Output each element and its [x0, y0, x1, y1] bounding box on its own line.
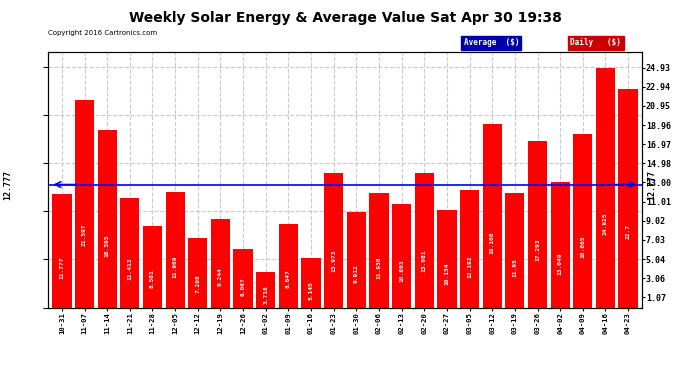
- Text: 11.969: 11.969: [172, 256, 177, 279]
- Text: 12.777: 12.777: [3, 170, 12, 200]
- Bar: [75, 100, 94, 308]
- Text: 6.067: 6.067: [241, 278, 246, 297]
- Bar: [324, 173, 344, 308]
- Text: 11.938: 11.938: [377, 256, 382, 279]
- Text: 13.981: 13.981: [422, 249, 427, 272]
- Text: 11.95: 11.95: [513, 258, 518, 277]
- Text: Daily   ($): Daily ($): [571, 38, 622, 47]
- Bar: [437, 210, 457, 308]
- Bar: [120, 198, 139, 308]
- Text: 18.395: 18.395: [105, 234, 110, 257]
- Text: 3.718: 3.718: [263, 286, 268, 304]
- Bar: [279, 224, 298, 308]
- Text: 11.413: 11.413: [128, 258, 132, 280]
- Text: 17.293: 17.293: [535, 238, 540, 261]
- Bar: [460, 190, 479, 308]
- Text: 13.049: 13.049: [558, 252, 562, 275]
- Text: 12.777: 12.777: [648, 170, 657, 200]
- Text: 5.145: 5.145: [308, 281, 313, 300]
- Bar: [551, 182, 570, 308]
- Text: Weekly Solar Energy & Average Value Sat Apr 30 19:38: Weekly Solar Energy & Average Value Sat …: [128, 11, 562, 25]
- Text: 13.973: 13.973: [331, 249, 336, 272]
- Bar: [618, 89, 638, 308]
- Bar: [369, 193, 388, 308]
- Bar: [166, 192, 185, 308]
- Bar: [596, 68, 615, 308]
- Text: 18.065: 18.065: [580, 236, 585, 258]
- Bar: [233, 249, 253, 308]
- Text: 7.208: 7.208: [195, 274, 200, 292]
- Text: Average  ($): Average ($): [464, 38, 519, 47]
- Bar: [482, 124, 502, 308]
- Bar: [415, 173, 434, 308]
- Bar: [573, 134, 593, 308]
- Bar: [143, 226, 162, 308]
- Bar: [392, 204, 411, 308]
- Bar: [302, 258, 321, 308]
- Text: 24.925: 24.925: [603, 212, 608, 235]
- Text: 11.777: 11.777: [59, 256, 64, 279]
- Bar: [346, 212, 366, 308]
- Bar: [188, 238, 208, 308]
- Text: 19.108: 19.108: [490, 232, 495, 254]
- Bar: [211, 219, 230, 308]
- Text: 12.192: 12.192: [467, 255, 472, 278]
- Text: 8.647: 8.647: [286, 269, 291, 288]
- Text: 10.803: 10.803: [399, 260, 404, 282]
- Text: 9.912: 9.912: [354, 265, 359, 284]
- Bar: [528, 141, 547, 308]
- Text: 9.244: 9.244: [218, 267, 223, 286]
- Bar: [256, 272, 275, 308]
- Text: 21.597: 21.597: [82, 224, 87, 246]
- Text: Copyright 2016 Cartronics.com: Copyright 2016 Cartronics.com: [48, 30, 157, 36]
- Bar: [505, 192, 524, 308]
- Bar: [97, 130, 117, 308]
- Text: 8.501: 8.501: [150, 270, 155, 288]
- Bar: [52, 194, 72, 308]
- Text: 10.154: 10.154: [444, 262, 449, 285]
- Text: 22.7: 22.7: [626, 224, 631, 238]
